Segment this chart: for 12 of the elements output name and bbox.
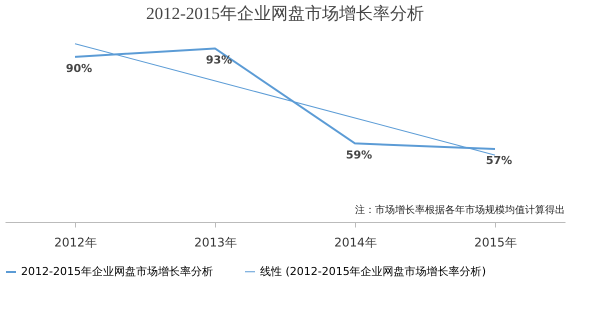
data-label: 90% — [66, 62, 92, 75]
x-tick-label: 2014年 — [334, 236, 377, 250]
x-tick-label: 2012年 — [54, 236, 97, 250]
data-label: 59% — [346, 148, 372, 162]
text: 注：市场增长率根据各年市场规模均值计算得出 — [355, 204, 565, 216]
legend-label: 线性 (2012-2015年企业网盘市场增长率分析) — [260, 264, 486, 278]
chart-title: 2012-2015年企业网盘市场增长率分析 — [146, 4, 424, 23]
x-tick-label: 2013年 — [194, 236, 237, 250]
data-label: 57% — [486, 154, 512, 167]
legend-label: 2012-2015年企业网盘市场增长率分析 — [21, 265, 213, 278]
x-tick-label: 2015年 — [474, 236, 517, 250]
data-label: 93% — [206, 53, 232, 66]
